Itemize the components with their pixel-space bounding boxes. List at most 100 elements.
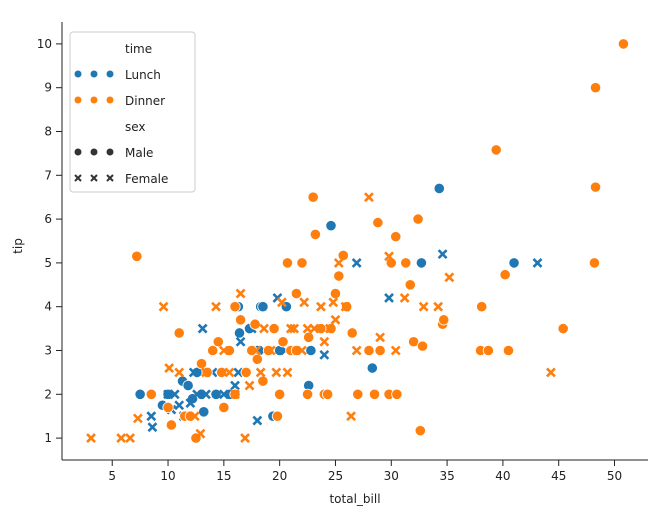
- data-point: [276, 297, 287, 308]
- x-tick-label: 5: [108, 469, 116, 483]
- data-point: [438, 314, 450, 326]
- x-tick-label: 10: [160, 469, 175, 483]
- data-point: [391, 388, 403, 400]
- data-point: [218, 401, 230, 414]
- legend-marker-female-1: [74, 174, 82, 182]
- data-point: [252, 415, 263, 426]
- data-point: [251, 353, 263, 365]
- data-point: [188, 367, 199, 378]
- data-point: [86, 433, 96, 444]
- data-point: [390, 231, 402, 243]
- legend-marker-female-3: [106, 174, 114, 182]
- data-point: [351, 257, 362, 268]
- y-tick-label: 2: [44, 387, 52, 401]
- data-point: [508, 257, 520, 269]
- x-axis-label: total_bill: [329, 492, 380, 506]
- data-point: [303, 331, 315, 343]
- data-point: [230, 389, 240, 400]
- y-tick-label: 10: [37, 37, 52, 51]
- data-point: [195, 358, 208, 370]
- legend-label-male: Male: [125, 146, 153, 160]
- data-point: [372, 217, 384, 229]
- data-point: [499, 269, 511, 281]
- legend-entry-male: Male: [74, 146, 153, 160]
- y-tick-label: 6: [44, 212, 52, 226]
- data-point: [390, 345, 401, 356]
- data-point: [444, 272, 455, 283]
- legend-entry-lunch: Lunch: [74, 68, 161, 82]
- data-point: [337, 249, 349, 262]
- data-point: [285, 323, 296, 334]
- data-point: [482, 344, 494, 357]
- data-point: [588, 257, 601, 269]
- data-point: [251, 345, 262, 356]
- data-point: [557, 322, 569, 335]
- data-point: [145, 388, 157, 400]
- data-point: [174, 400, 185, 411]
- data-point: [195, 428, 206, 439]
- data-point: [301, 388, 314, 400]
- x-tick-label: 50: [607, 469, 622, 483]
- legend-label-dinner: Dinner: [125, 94, 165, 108]
- data-point: [146, 411, 157, 422]
- series-lunch-male: [134, 182, 520, 422]
- data-point: [299, 297, 310, 308]
- data-point: [368, 388, 381, 400]
- data-point: [182, 379, 194, 392]
- data-point: [364, 192, 374, 203]
- data-point: [351, 345, 362, 356]
- legend-marker-dinner-1: [74, 96, 82, 104]
- data-point: [329, 287, 342, 300]
- legend-title-sex: sex: [125, 120, 146, 134]
- data-point: [415, 257, 428, 269]
- x-axis: 5 10 15 20 25 30 35 40 45 50: [62, 459, 648, 483]
- x-tick-label: 20: [272, 469, 287, 483]
- data-point: [333, 270, 345, 282]
- data-point: [218, 345, 229, 356]
- data-point: [346, 411, 357, 422]
- data-point: [309, 323, 320, 334]
- data-point: [211, 301, 221, 312]
- legend-label-lunch: Lunch: [125, 68, 161, 82]
- legend-marker-dinner-2: [90, 96, 98, 104]
- data-point: [125, 433, 136, 444]
- legend-marker-male-2: [90, 148, 98, 156]
- plot-area: [86, 38, 630, 444]
- data-point: [173, 327, 185, 339]
- data-point: [259, 323, 269, 334]
- data-point: [617, 38, 630, 50]
- data-point: [545, 367, 556, 378]
- data-point: [330, 314, 341, 325]
- data-point: [262, 344, 275, 357]
- data-point: [352, 388, 364, 400]
- data-point: [305, 344, 317, 357]
- data-point: [325, 220, 337, 232]
- data-point: [164, 363, 175, 373]
- data-point: [244, 380, 255, 391]
- data-point: [216, 366, 228, 378]
- data-point: [589, 82, 602, 94]
- data-point: [319, 349, 330, 360]
- x-tick-label: 15: [216, 469, 231, 483]
- data-point: [235, 288, 246, 299]
- y-tick-label: 7: [44, 168, 52, 182]
- data-point: [375, 332, 386, 343]
- data-point: [174, 367, 185, 378]
- data-point: [235, 336, 246, 347]
- data-point: [229, 301, 241, 313]
- y-tick-label: 4: [44, 300, 52, 314]
- data-point: [319, 336, 330, 347]
- data-point: [224, 367, 235, 378]
- x-tick-label: 45: [551, 469, 566, 483]
- data-point: [374, 344, 386, 357]
- legend-marker-lunch-3: [106, 70, 114, 78]
- data-point: [333, 257, 344, 268]
- data-point: [268, 322, 280, 335]
- legend-marker-male-3: [106, 148, 114, 156]
- data-point: [589, 181, 602, 193]
- legend-marker-male-1: [74, 148, 82, 156]
- data-point: [404, 279, 416, 291]
- y-tick-label: 5: [44, 256, 52, 270]
- data-point: [297, 345, 307, 356]
